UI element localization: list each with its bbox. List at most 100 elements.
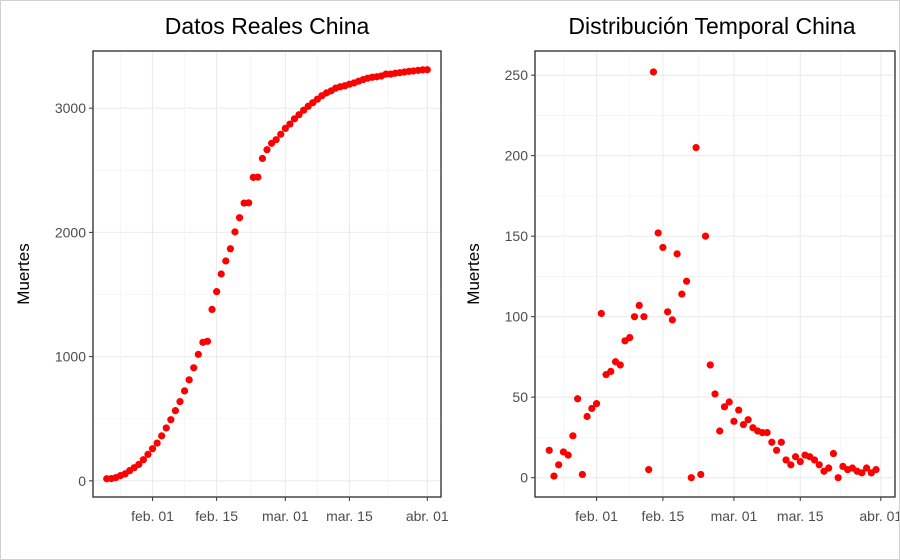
data-point: [597, 309, 605, 318]
x-tick-label: feb. 15: [641, 508, 684, 524]
y-ticks-right: 0 50 100 150 200 250: [505, 67, 535, 486]
data-point: [217, 270, 225, 278]
data-point: [144, 450, 152, 458]
y-ticks-left: 0 1000 2000 3000: [55, 100, 93, 489]
grid-left: [93, 51, 441, 497]
data-point: [682, 277, 691, 285]
y-tick-label: 200: [505, 148, 529, 164]
data-point: [635, 301, 643, 309]
data-point: [281, 124, 289, 132]
data-point: [607, 367, 615, 376]
plot-panel-left: [92, 50, 442, 498]
data-point: [545, 446, 553, 454]
chart-panel-right: Distribución Temporal China Muertes 0 50 1…: [464, 13, 899, 524]
y-tick-label: 0: [78, 473, 86, 489]
data-point: [777, 438, 785, 446]
data-point: [263, 146, 271, 154]
data-point: [167, 416, 175, 424]
data-point: [654, 229, 662, 237]
data-point: [664, 308, 672, 316]
data-point: [185, 376, 193, 384]
data-point: [668, 316, 676, 324]
data-point: [203, 337, 212, 345]
data-point: [730, 417, 738, 425]
plot-panel-right: [534, 50, 896, 498]
y-tick-label: 250: [505, 67, 529, 83]
points-left: [103, 66, 431, 483]
data-point: [176, 397, 184, 406]
x-tick-label: feb. 01: [575, 508, 618, 524]
data-point: [574, 395, 582, 403]
y-tick-label: 1000: [55, 349, 86, 365]
data-point: [735, 406, 743, 414]
data-point: [578, 470, 586, 479]
data-point: [645, 466, 653, 474]
data-point: [796, 457, 804, 466]
data-point: [829, 449, 838, 458]
data-point: [135, 460, 143, 469]
data-point: [678, 290, 686, 298]
x-tick-label: mar. 15: [777, 508, 824, 524]
panel-border-left: [92, 50, 442, 498]
data-point: [162, 424, 170, 432]
data-point: [744, 416, 752, 424]
data-point: [158, 432, 166, 440]
data-point: [659, 243, 667, 252]
data-point: [720, 403, 729, 411]
data-point: [858, 469, 866, 477]
data-point: [231, 228, 239, 236]
x-tick-label: abr. 01: [406, 508, 449, 524]
data-point: [588, 404, 596, 413]
data-point: [254, 173, 262, 181]
data-point: [701, 232, 710, 240]
data-point: [640, 313, 648, 321]
data-point: [725, 398, 733, 406]
data-point: [235, 214, 244, 222]
data-point: [692, 144, 700, 152]
data-point: [834, 474, 842, 482]
data-point: [872, 466, 880, 474]
data-point: [592, 400, 601, 408]
data-point: [673, 250, 681, 258]
data-point: [423, 66, 431, 74]
data-point: [862, 464, 871, 472]
x-tick-label: mar. 01: [262, 508, 309, 524]
data-point: [569, 432, 577, 440]
y-tick-label: 2000: [55, 224, 86, 240]
x-tick-label: mar. 15: [326, 508, 373, 524]
data-point: [706, 361, 714, 369]
data-point: [171, 407, 180, 415]
points-right: [545, 68, 880, 482]
data-point: [148, 445, 157, 453]
y-tick-label: 0: [520, 470, 528, 486]
data-point: [555, 461, 563, 469]
data-point: [194, 350, 202, 358]
data-point: [564, 451, 572, 459]
data-point: [616, 361, 624, 369]
x-tick-label: feb. 01: [131, 508, 174, 524]
y-tick-label: 50: [512, 389, 528, 405]
data-point: [630, 313, 639, 321]
data-point: [782, 456, 790, 464]
data-point: [190, 364, 198, 372]
data-point: [222, 257, 230, 265]
data-point: [763, 428, 771, 437]
panel-border-right: [534, 50, 896, 498]
x-ticks-right: feb. 01 feb. 15 mar. 01 mar. 15 abr. 01: [575, 497, 899, 524]
x-tick-label: mar. 01: [711, 508, 758, 524]
grid-right: [535, 51, 895, 497]
y-axis-label-right: Muertes: [464, 243, 483, 304]
data-point: [815, 461, 823, 469]
data-point: [226, 245, 234, 253]
data-point: [290, 115, 299, 123]
data-point: [295, 111, 303, 119]
y-tick-label: 150: [505, 228, 529, 244]
data-point: [139, 456, 147, 464]
data-point: [791, 453, 800, 461]
data-point: [277, 130, 285, 138]
data-point: [550, 472, 558, 480]
data-point: [180, 387, 189, 395]
data-point: [687, 474, 695, 482]
data-point: [739, 420, 748, 429]
